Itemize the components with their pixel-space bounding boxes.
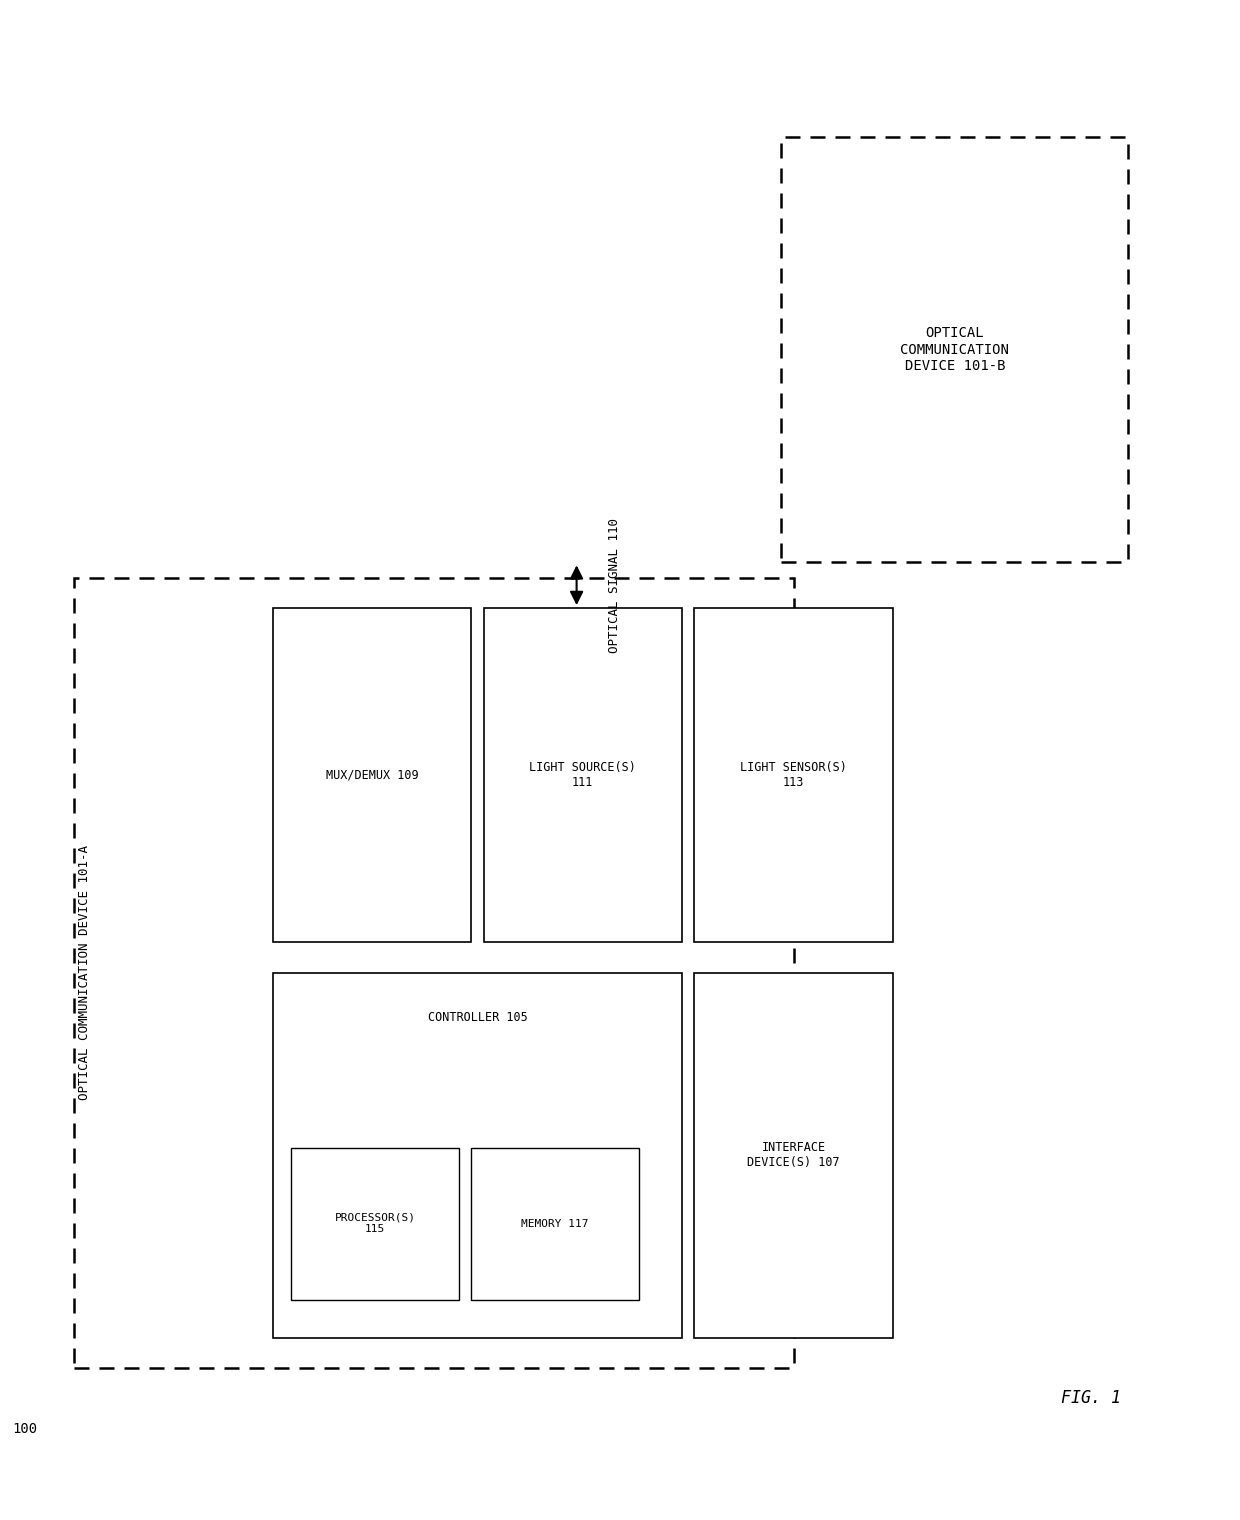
FancyBboxPatch shape — [484, 608, 682, 942]
Text: PROCESSOR(S)
115: PROCESSOR(S) 115 — [335, 1213, 415, 1234]
FancyBboxPatch shape — [694, 973, 893, 1338]
Text: OPTICAL COMMUNICATION DEVICE 101-A: OPTICAL COMMUNICATION DEVICE 101-A — [78, 845, 91, 1100]
FancyBboxPatch shape — [694, 608, 893, 942]
Text: MEMORY 117: MEMORY 117 — [521, 1219, 589, 1228]
Text: 100: 100 — [12, 1421, 37, 1436]
FancyBboxPatch shape — [273, 973, 682, 1338]
Text: CONTROLLER 105: CONTROLLER 105 — [428, 1011, 527, 1024]
Text: OPTICAL
COMMUNICATION
DEVICE 101-B: OPTICAL COMMUNICATION DEVICE 101-B — [900, 327, 1009, 372]
FancyBboxPatch shape — [291, 1148, 459, 1300]
Text: INTERFACE
DEVICE(S) 107: INTERFACE DEVICE(S) 107 — [748, 1142, 839, 1169]
Text: OPTICAL SIGNAL 110: OPTICAL SIGNAL 110 — [608, 518, 620, 652]
Text: LIGHT SENSOR(S)
113: LIGHT SENSOR(S) 113 — [740, 762, 847, 789]
Text: FIG. 1: FIG. 1 — [1061, 1389, 1121, 1408]
Text: MUX/DEMUX 109: MUX/DEMUX 109 — [326, 769, 418, 781]
FancyBboxPatch shape — [781, 137, 1128, 562]
FancyBboxPatch shape — [273, 608, 471, 942]
FancyBboxPatch shape — [471, 1148, 639, 1300]
Text: LIGHT SOURCE(S)
111: LIGHT SOURCE(S) 111 — [529, 762, 636, 789]
FancyBboxPatch shape — [74, 578, 794, 1368]
